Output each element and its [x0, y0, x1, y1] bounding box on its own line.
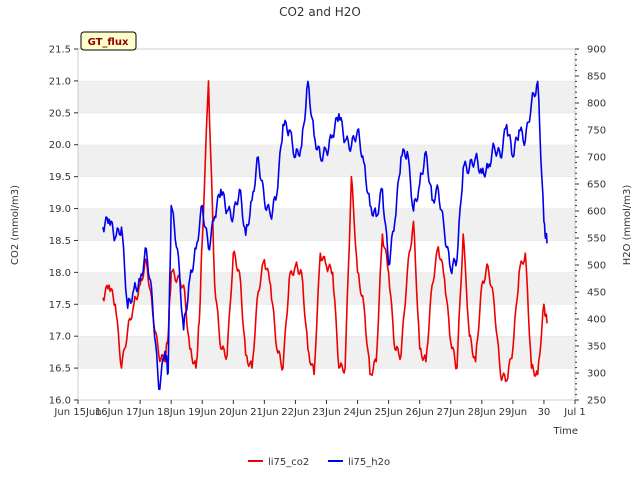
x-tick-label: 21Jun [250, 407, 278, 418]
x-tick-label: 22Jun [281, 407, 309, 418]
grid-band [78, 176, 575, 209]
x-tick-label: Jul 1 [563, 407, 586, 418]
y-right-tick-label: 350 [587, 342, 606, 353]
right-axis: 250 300 350 400 450 500 550 600 650 700 750 800 850 9… [575, 45, 606, 407]
x-tick-label: Jun 15Jun [53, 407, 101, 418]
site-label-background [80, 31, 137, 51]
y-axis-left-title: CO2 (mmol/m3) [10, 185, 21, 265]
y-left-tick-label: 19.0 [49, 204, 71, 215]
x-tick-label: 25Jun [374, 407, 402, 418]
y-right-tick-label: 850 [587, 72, 606, 83]
y-right-tick-label: 900 [587, 45, 606, 56]
series-lines [102, 80, 548, 391]
y-left-tick-label: 20.5 [49, 108, 71, 119]
y-right-tick-label: 250 [587, 396, 606, 407]
y-right-tick-label: 500 [587, 261, 606, 272]
y-left-tick-label: 18.0 [49, 268, 71, 279]
y-right-tick-label: 650 [587, 180, 606, 191]
site-label: GT_flux [88, 37, 129, 48]
y-left-tick-label: 19.5 [49, 172, 71, 183]
y-right-tick-label: 400 [587, 315, 606, 326]
grid-bands [78, 48, 575, 400]
y-left-tick-label: 17.0 [49, 332, 71, 343]
grid-band [78, 304, 575, 337]
x-tick-label: 23Jun [312, 407, 340, 418]
y-right-tick-label: 700 [587, 153, 606, 164]
site-label-box: GT_flux [80, 31, 137, 51]
grid-band [78, 49, 575, 81]
legend-label-li75_co2: li75_co2 [268, 457, 309, 468]
y-right-tick-label: 450 [587, 288, 606, 299]
x-tick-label: 27Jun [437, 407, 465, 418]
x-tick-label: 29Jun [499, 407, 527, 418]
x-tick-label: 24Jun [343, 407, 371, 418]
y-left-tick-label: 16.5 [49, 364, 71, 375]
y-left-tick-label: 20.0 [49, 140, 71, 151]
x-tick-label: 17Jun [126, 407, 154, 418]
x-tick-label: 30 [538, 407, 551, 418]
legend: li75_co2 li75_h2o [248, 457, 390, 468]
grid-band [78, 336, 575, 369]
y-axis-right-title: H2O (mmol/m3) [622, 185, 633, 266]
y-right-tick-label: 550 [587, 234, 606, 245]
x-tick-label: 28Jun [468, 407, 496, 418]
y-left-tick-label: 17.5 [49, 300, 71, 311]
x-tick-label: 20Jun [219, 407, 247, 418]
x-tick-label: 18Jun [157, 407, 185, 418]
legend-label-li75_h2o: li75_h2o [348, 457, 390, 468]
x-tick-label: 26Jun [406, 407, 434, 418]
x-axis-title: Time [553, 426, 578, 437]
y-right-tick-label: 800 [587, 99, 606, 110]
left-axis: 16.0 16.5 17.0 17.5 18.0 18.5 19.0 19.5 20.0 20.5… [49, 45, 78, 407]
y-right-tick-label: 300 [587, 369, 606, 380]
y-left-tick-label: 21.0 [49, 76, 71, 87]
x-tick-label: 19Jun [188, 407, 216, 418]
y-right-tick-label: 600 [587, 207, 606, 218]
grid-band [78, 80, 575, 113]
x-tick-label: 16Jun [95, 407, 123, 418]
y-right-tick-label: 750 [587, 126, 606, 137]
grid-band [78, 208, 575, 241]
series-line-li75_h2o [102, 80, 548, 391]
chart-title: CO2 and H2O [279, 5, 361, 19]
y-left-tick-label: 18.5 [49, 236, 71, 247]
y-left-tick-label: 16.0 [49, 396, 71, 407]
grid-band [78, 112, 575, 145]
y-left-tick-label: 21.5 [49, 45, 71, 56]
series-line-li75_co2 [102, 80, 548, 383]
